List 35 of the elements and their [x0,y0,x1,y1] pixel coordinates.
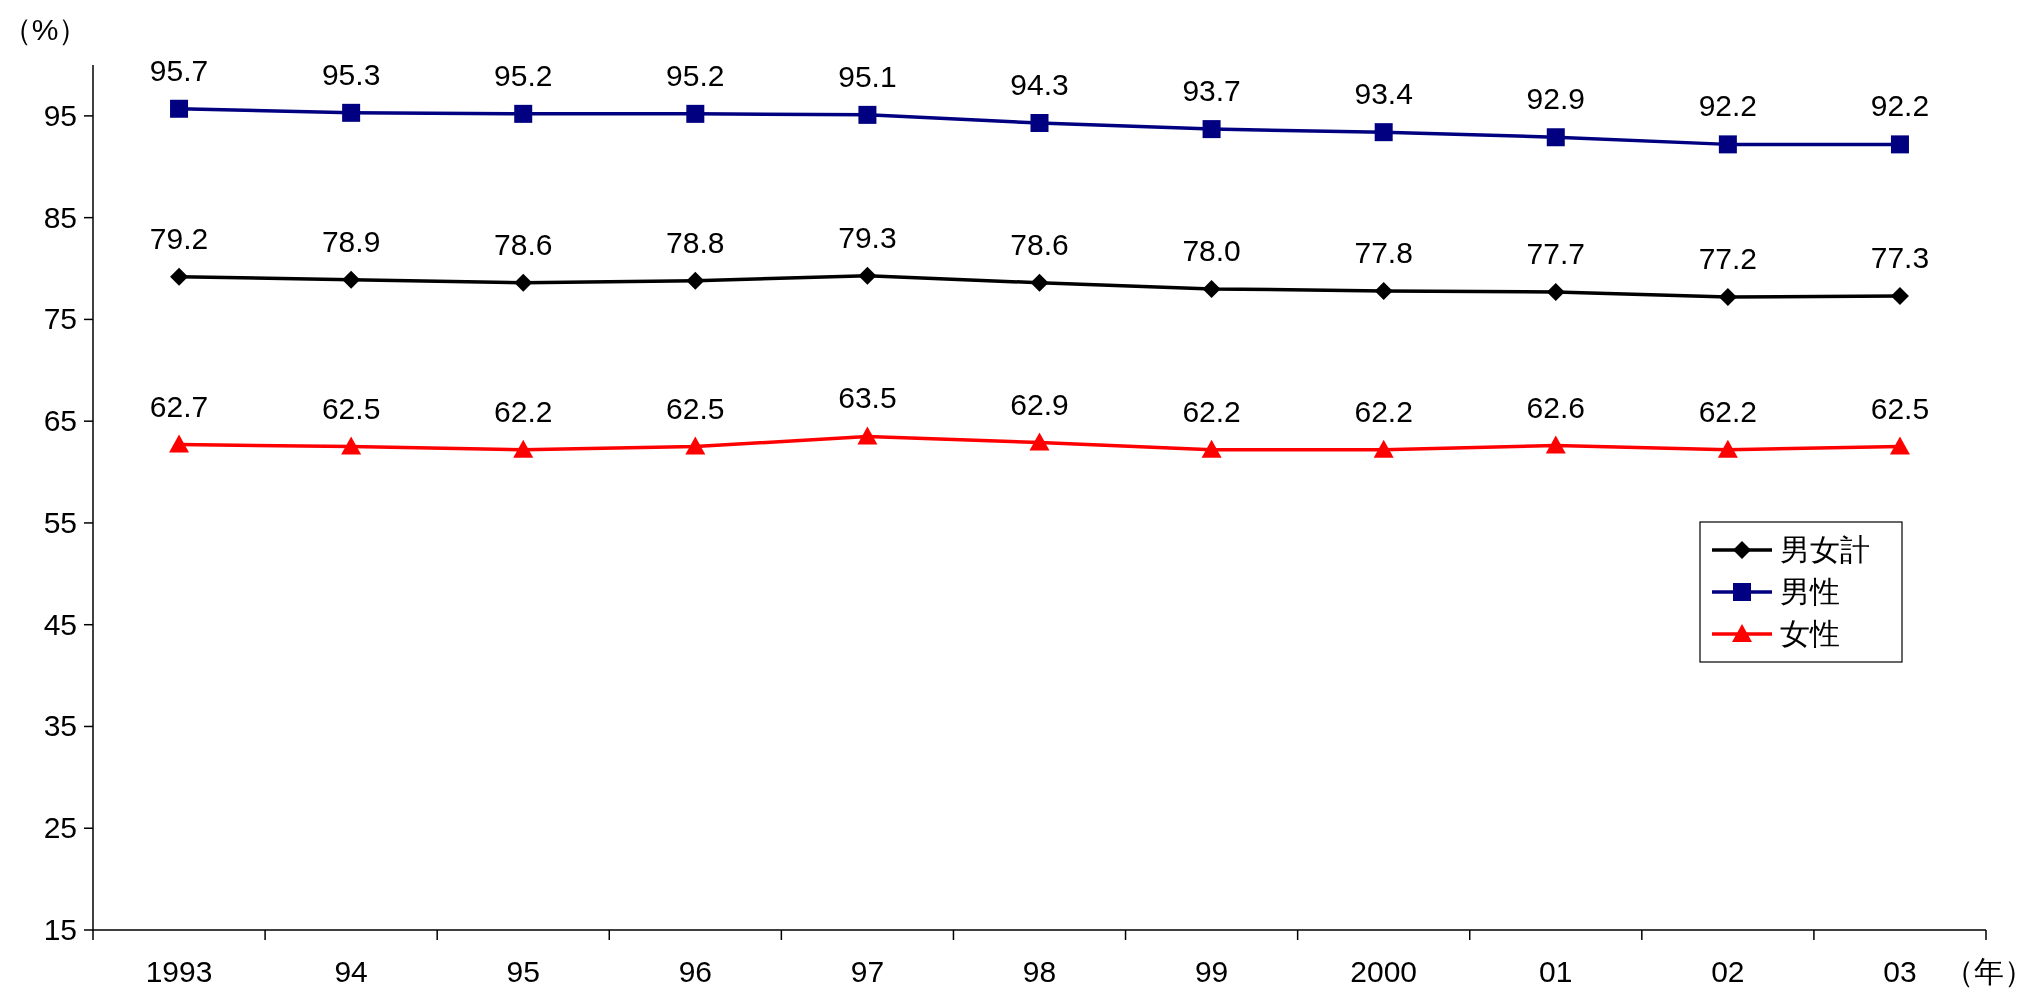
point [170,267,189,286]
point [1374,281,1393,300]
point [1030,114,1049,133]
point [513,439,534,458]
point [170,99,189,118]
point [169,434,190,453]
point [686,271,705,290]
point [685,436,706,455]
point [1718,135,1737,154]
point [1030,273,1049,292]
point [1202,120,1221,139]
point [514,273,533,292]
ylabel: （%） [1,13,89,46]
point [858,266,877,285]
point [1890,287,1909,306]
point [341,436,362,455]
point [342,103,361,122]
point [1201,439,1222,458]
point [1202,279,1221,298]
point [1717,439,1738,458]
point [1546,128,1565,147]
point [1029,432,1050,451]
point [1889,436,1910,455]
point [1374,123,1393,142]
xlabel: （年） [1944,955,2022,988]
point [1546,282,1565,301]
point [858,105,877,124]
point [514,104,533,123]
point [1890,135,1909,154]
point [342,270,361,289]
point [1545,435,1566,454]
point [686,104,705,123]
point [1373,439,1394,458]
point [1718,288,1737,307]
point [857,426,878,445]
